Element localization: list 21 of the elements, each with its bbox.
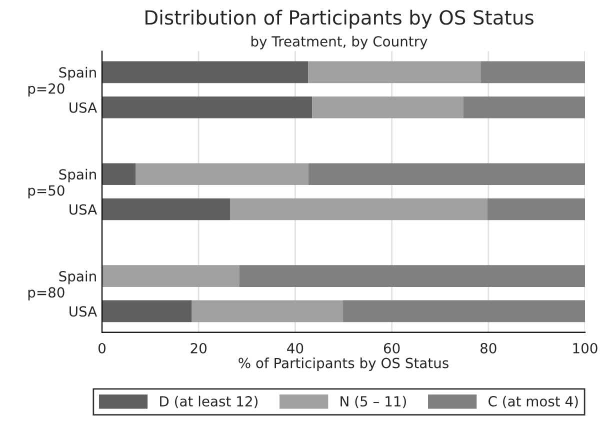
y-tick-label: USA <box>70 306 98 317</box>
text: p=80 <box>28 287 64 300</box>
legend-label: C (at most 4) <box>488 396 578 408</box>
y-tick-label: Spain <box>59 66 96 80</box>
y-tick-label: USA <box>70 204 98 215</box>
x-tick-label: 0 <box>98 342 106 354</box>
x-tick-label: 40 <box>287 342 304 354</box>
legend-label: D (at least 12) <box>160 396 258 408</box>
y-tick-label: Spain <box>59 270 96 284</box>
text: p=20 <box>28 83 64 96</box>
x-axis-title: % of Participants by OS Status <box>238 358 448 371</box>
text: p=50 <box>28 185 64 198</box>
legend-label: N (5 – 11) <box>340 396 406 408</box>
y-tick-label: USA <box>70 102 98 113</box>
x-tick-label: 20 <box>190 342 207 354</box>
x-tick-label: 80 <box>480 342 496 354</box>
y-tick-label: Spain <box>59 168 96 182</box>
x-tick-label: 100 <box>573 342 598 354</box>
chart-subtitle: by Treatment, by Country <box>251 36 428 50</box>
x-tick-label: 60 <box>384 342 400 354</box>
chart-title: Distribution of Participants by OS Status <box>146 10 534 29</box>
